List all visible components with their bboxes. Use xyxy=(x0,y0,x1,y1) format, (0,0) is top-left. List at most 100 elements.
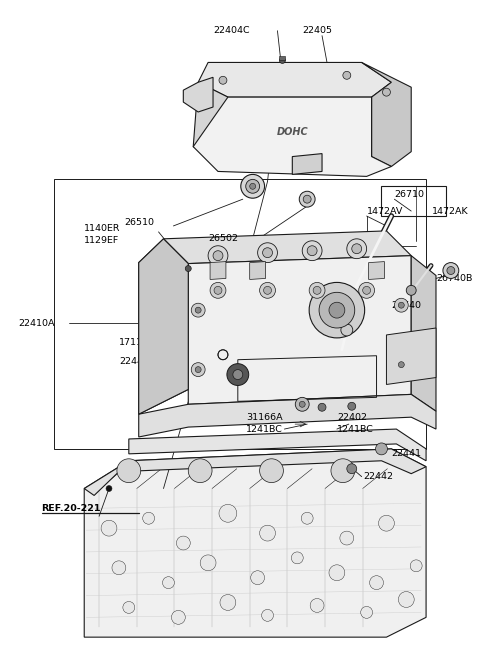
Text: 22404C: 22404C xyxy=(213,26,250,35)
Circle shape xyxy=(406,286,416,295)
Text: 22441: 22441 xyxy=(391,449,421,458)
Circle shape xyxy=(443,263,459,278)
Polygon shape xyxy=(210,261,226,280)
Circle shape xyxy=(208,246,228,265)
Circle shape xyxy=(112,561,126,574)
Circle shape xyxy=(331,458,355,483)
Circle shape xyxy=(383,88,390,96)
Circle shape xyxy=(303,195,311,203)
Circle shape xyxy=(295,398,309,411)
Circle shape xyxy=(191,363,205,377)
Text: 1129EF: 1129EF xyxy=(84,236,120,246)
Circle shape xyxy=(360,607,372,618)
Polygon shape xyxy=(361,62,411,166)
Text: 31166A: 31166A xyxy=(246,413,282,422)
Circle shape xyxy=(227,364,249,385)
Circle shape xyxy=(329,565,345,581)
Polygon shape xyxy=(84,449,426,495)
Circle shape xyxy=(191,303,205,317)
Polygon shape xyxy=(250,261,265,280)
Circle shape xyxy=(318,403,326,411)
Circle shape xyxy=(101,520,117,536)
Polygon shape xyxy=(139,394,436,437)
Text: 1472AK: 1472AK xyxy=(432,206,468,215)
Circle shape xyxy=(219,504,237,522)
Text: 22405: 22405 xyxy=(302,26,332,35)
Polygon shape xyxy=(139,239,188,414)
Polygon shape xyxy=(411,255,436,411)
Circle shape xyxy=(260,525,276,541)
Circle shape xyxy=(246,179,260,193)
Circle shape xyxy=(347,239,367,259)
Circle shape xyxy=(352,244,361,253)
Text: 26502: 26502 xyxy=(208,234,238,243)
Circle shape xyxy=(395,298,408,312)
Polygon shape xyxy=(139,239,188,414)
Circle shape xyxy=(329,302,345,318)
Circle shape xyxy=(171,610,185,624)
Text: 26510: 26510 xyxy=(124,219,154,227)
Circle shape xyxy=(299,191,315,207)
Circle shape xyxy=(359,282,374,298)
Circle shape xyxy=(447,267,455,274)
Circle shape xyxy=(219,77,227,84)
Circle shape xyxy=(185,265,191,272)
Circle shape xyxy=(279,58,286,64)
Polygon shape xyxy=(386,328,436,384)
Text: 17113: 17113 xyxy=(119,339,149,347)
Text: REF.20-221: REF.20-221 xyxy=(42,504,101,513)
Text: 1241BC: 1241BC xyxy=(246,424,283,434)
Circle shape xyxy=(233,369,243,379)
Circle shape xyxy=(195,367,201,373)
Circle shape xyxy=(343,71,351,79)
Circle shape xyxy=(398,591,414,607)
Circle shape xyxy=(347,464,357,474)
Text: 1140ER: 1140ER xyxy=(84,225,121,233)
Bar xyxy=(279,56,286,60)
Circle shape xyxy=(299,402,305,407)
Circle shape xyxy=(260,282,276,298)
Polygon shape xyxy=(129,429,426,460)
Circle shape xyxy=(200,555,216,571)
Circle shape xyxy=(260,458,283,483)
Circle shape xyxy=(307,246,317,255)
Polygon shape xyxy=(193,83,228,162)
Circle shape xyxy=(188,458,212,483)
Text: 22442: 22442 xyxy=(364,472,394,481)
Circle shape xyxy=(213,251,223,261)
Circle shape xyxy=(264,286,272,294)
Circle shape xyxy=(375,443,387,455)
Circle shape xyxy=(262,609,274,622)
Polygon shape xyxy=(84,449,426,637)
Polygon shape xyxy=(183,77,213,112)
Circle shape xyxy=(363,286,371,294)
Circle shape xyxy=(398,362,404,367)
Circle shape xyxy=(291,552,303,564)
Circle shape xyxy=(348,402,356,410)
Circle shape xyxy=(143,512,155,524)
Circle shape xyxy=(341,324,353,336)
Circle shape xyxy=(319,292,355,328)
Circle shape xyxy=(214,286,222,294)
Circle shape xyxy=(250,183,256,189)
Text: 1241BC: 1241BC xyxy=(337,424,374,434)
Circle shape xyxy=(263,248,273,257)
Text: 22402: 22402 xyxy=(337,413,367,422)
Polygon shape xyxy=(369,261,384,280)
Text: 26710: 26710 xyxy=(395,190,424,198)
Circle shape xyxy=(241,174,264,198)
Text: 1472AV: 1472AV xyxy=(367,206,403,215)
Circle shape xyxy=(379,515,395,531)
Text: 26740: 26740 xyxy=(391,301,421,310)
Text: DOHC: DOHC xyxy=(276,127,308,137)
Circle shape xyxy=(210,282,226,298)
Circle shape xyxy=(310,599,324,612)
Circle shape xyxy=(176,536,190,550)
Polygon shape xyxy=(198,62,391,97)
Circle shape xyxy=(340,531,354,545)
Circle shape xyxy=(123,601,135,613)
Circle shape xyxy=(370,576,384,590)
Polygon shape xyxy=(292,154,322,174)
Circle shape xyxy=(163,576,174,589)
Polygon shape xyxy=(188,255,411,404)
